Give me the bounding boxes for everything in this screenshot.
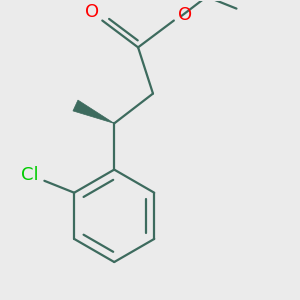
Text: O: O [85,3,99,21]
Text: Cl: Cl [21,167,39,184]
Text: O: O [178,6,192,24]
Polygon shape [73,100,114,123]
